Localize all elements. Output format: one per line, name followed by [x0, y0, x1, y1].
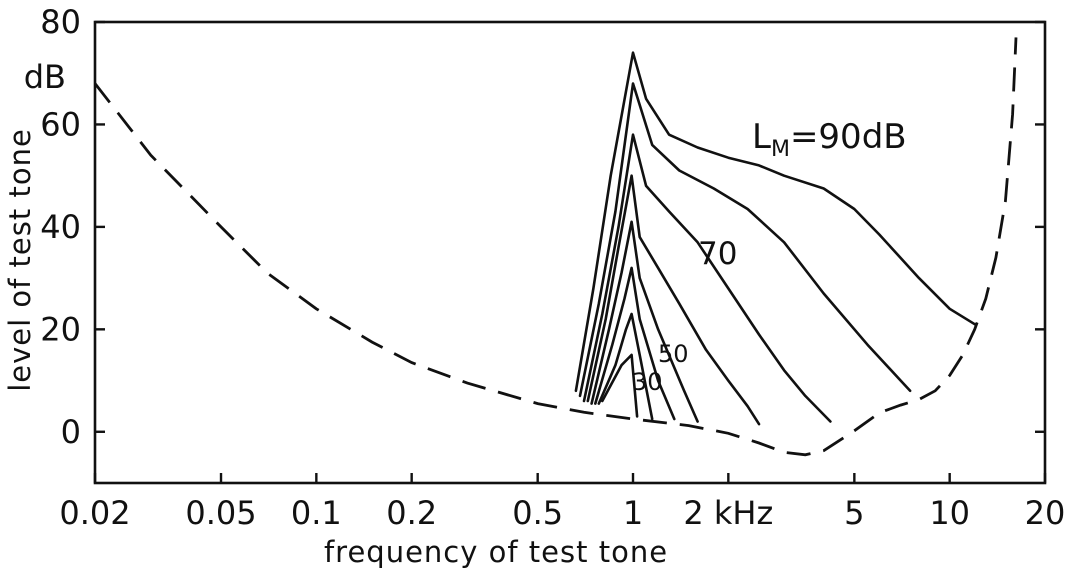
masker-level-subscript: M: [771, 137, 790, 162]
x-tick-label: 0.2: [386, 494, 437, 532]
y-tick-label: 40: [40, 208, 81, 246]
x-axis-title: frequency of test tone: [324, 535, 668, 569]
curve-label-30: 30: [632, 368, 663, 396]
x-tick-label: 0.05: [185, 494, 256, 532]
masker-level-label: LM=90dB: [752, 117, 907, 162]
x-tick-label: 5: [844, 494, 864, 532]
masker-level-prefix: L: [752, 117, 771, 157]
masker-level-suffix: =90dB: [790, 117, 907, 157]
x-tick-label: 0.1: [291, 494, 342, 532]
y-unit-label: dB: [24, 58, 66, 96]
x-tick-label: 0.5: [512, 494, 563, 532]
x-tick-label: 0.02: [59, 494, 130, 532]
x-tick-label: 1: [623, 494, 643, 532]
x-tick-label: 2 kHz: [683, 494, 773, 532]
y-tick-label: 0: [61, 413, 81, 451]
plot-frame: [95, 22, 1045, 483]
y-tick-label: 60: [40, 105, 81, 143]
curve-label-50: 50: [658, 340, 689, 368]
threshold-in-quiet-curve: [95, 37, 1016, 454]
y-tick-label: 80: [40, 3, 81, 41]
masked-threshold-curve-4: [588, 176, 759, 424]
y-axis-title: level of test tone: [3, 128, 37, 392]
x-tick-label: 10: [929, 494, 970, 532]
y-tick-label: 20: [40, 310, 81, 348]
x-tick-label: 20: [1025, 494, 1065, 532]
curve-label-70: 70: [698, 236, 737, 272]
